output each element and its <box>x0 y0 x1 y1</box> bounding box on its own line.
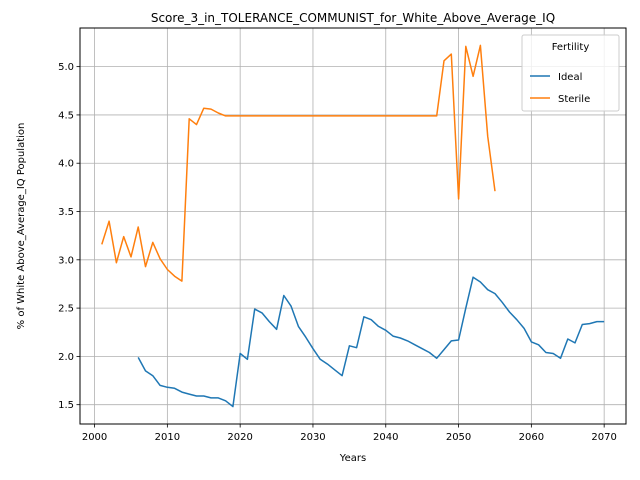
y-tick-label: 2.0 <box>58 352 74 363</box>
y-tick-label: 3.0 <box>58 255 74 266</box>
legend: Fertility Ideal Sterile <box>521 34 620 112</box>
legend-title: Fertility <box>552 42 590 53</box>
y-tick-label: 2.5 <box>58 304 74 315</box>
x-tick-label: 2050 <box>446 432 471 443</box>
x-tick-label: 2060 <box>519 432 544 443</box>
x-tick-label: 2030 <box>300 432 325 443</box>
legend-items: Ideal Sterile <box>530 72 590 105</box>
legend-label-sterile: Sterile <box>558 94 590 105</box>
series-line-ideal <box>137 276 605 408</box>
x-axis-ticks: 2000 2010 2020 2030 2040 2050 2060 2070 <box>82 424 617 443</box>
y-tick-label: 3.5 <box>58 207 74 218</box>
x-tick-label: 2010 <box>155 432 180 443</box>
legend-box <box>521 34 620 112</box>
x-tick-label: 2040 <box>373 432 398 443</box>
y-axis-label: % of White Above_Average_IQ Population <box>16 123 27 330</box>
y-tick-label: 4.0 <box>58 159 74 170</box>
chart-title: Score_3_in_TOLERANCE_COMMUNIST_for_White… <box>151 11 555 25</box>
series-lines <box>101 44 605 408</box>
y-tick-label: 4.5 <box>58 110 74 121</box>
x-tick-label: 2070 <box>591 432 616 443</box>
x-tick-label: 2000 <box>82 432 107 443</box>
y-tick-label: 5.0 <box>58 62 74 73</box>
series-line-sterile <box>101 44 496 282</box>
x-axis-label: Years <box>339 453 366 464</box>
plot-frame <box>79 27 627 425</box>
y-tick-label: 1.5 <box>58 400 74 411</box>
y-axis-ticks: 1.5 2.0 2.5 3.0 3.5 4.0 4.5 5.0 <box>58 62 80 411</box>
x-tick-label: 2020 <box>227 432 252 443</box>
legend-label-ideal: Ideal <box>558 72 582 83</box>
